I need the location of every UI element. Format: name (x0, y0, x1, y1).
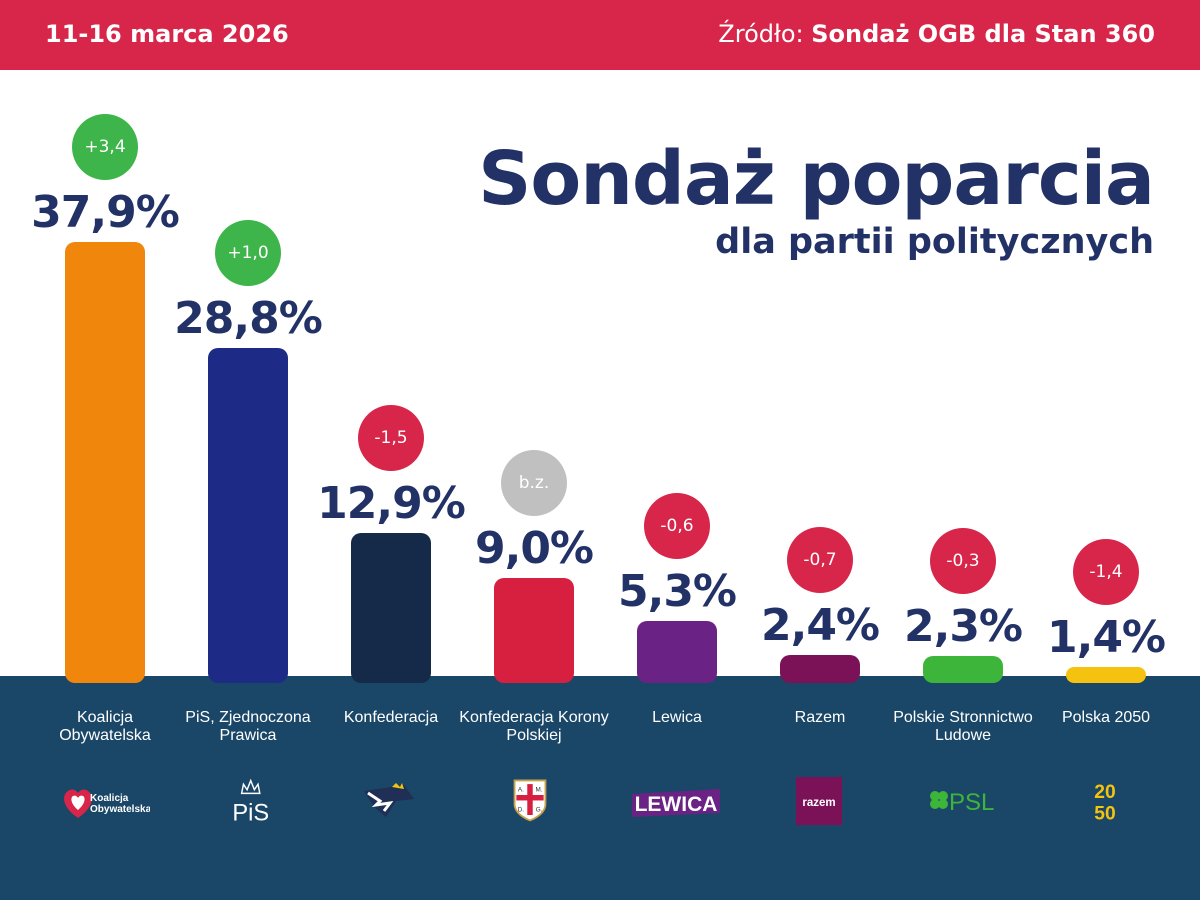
ko-logo-line2: Obywatelska (90, 804, 150, 815)
bar-pis-zjednoczona-prawica (208, 347, 288, 683)
kkp-letter-a: A. (518, 786, 524, 793)
bar-konfederacja (351, 532, 431, 683)
konfederacja-eagle-logo (364, 783, 414, 817)
change-badge-polskie-stronnictwo-ludowe: -0,3 (930, 528, 996, 595)
lewica-logo-text: LEWICA (635, 793, 718, 816)
party-name-razem: Razem (794, 709, 846, 726)
kkp-letter-m: M. (536, 786, 543, 793)
party-name-lewica: Lewica (652, 709, 702, 726)
header-bar: 11-16 marca 2026 Źródło: Sondaż OGB dla … (0, 0, 1200, 70)
value-label-lewica: 5,3% (617, 566, 737, 618)
bar-razem (780, 655, 860, 683)
kkp-shield-logo: A. M. D. G. (513, 779, 547, 822)
party-name-konfederacja-korony-polskiej: Konfederacja Korony Polskiej (459, 709, 609, 744)
p2050-logo-top: 20 (1094, 782, 1115, 803)
bar-lewica (637, 621, 717, 683)
chart-subtitle: dla partii politycznych (715, 222, 1154, 262)
change-badge-polska-2050: -1,4 (1073, 538, 1139, 605)
poll-date: 11-16 marca 2026 (45, 20, 289, 48)
value-label-koalicja-obywatelska: 37,9% (31, 187, 180, 238)
value-label-konfederacja: 12,9% (317, 477, 466, 529)
bottom-panel (0, 676, 1200, 900)
value-label-polskie-stronnictwo-ludowe: 2,3% (903, 601, 1023, 653)
source-value: Sondaż OGB dla Stan 360 (811, 20, 1155, 48)
chart-title: Sondaż poparcia (478, 136, 1155, 222)
value-label-polska-2050: 1,4% (1046, 611, 1166, 663)
kkp-letter-g: G. (536, 806, 543, 813)
razem-logo: razem (795, 777, 843, 826)
kkp-letter-d: D. (518, 806, 525, 813)
p2050-logo-bottom: 50 (1094, 803, 1115, 824)
bar-polskie-stronnictwo-ludowe (923, 656, 1003, 683)
bar-koalicja-obywatelska (65, 242, 145, 683)
source-label: Źródło: (718, 20, 804, 48)
bar-konfederacja-korony-polskiej (494, 578, 574, 683)
pis-logo-text: PiS (232, 801, 269, 827)
razem-logo-text: razem (802, 797, 835, 809)
change-badge-pis-zjednoczona-prawica: +1,0 (215, 219, 281, 286)
ko-logo-line1: Koalicja (90, 793, 129, 804)
change-badge-lewica: -0,6 (644, 493, 710, 560)
psl-clover-logo: PSL (930, 789, 994, 816)
value-label-razem: 2,4% (760, 600, 880, 652)
pis-crown-logo: PiS (232, 778, 269, 827)
change-badge-razem: -0,7 (787, 527, 853, 594)
psl-logo-text: PSL (949, 789, 994, 816)
value-label-konfederacja-korony-polskiej: 9,0% (474, 523, 594, 575)
ko-heart-logo: Koalicja Obywatelska (64, 789, 150, 818)
party-name-polska-2050: Polska 2050 (1061, 709, 1151, 726)
party-name-polskie-stronnictwo-ludowe: Polskie Stronnictwo Ludowe (893, 709, 1033, 744)
change-badge-konfederacja: -1,5 (358, 404, 424, 471)
party-name-koalicja-obywatelska: Koalicja Obywatelska (59, 709, 151, 744)
party-name-konfederacja: Konfederacja (343, 709, 439, 726)
change-badge-konfederacja-korony-polskiej: b.z. (501, 450, 567, 517)
poll-source: Źródło: Sondaż OGB dla Stan 360 (718, 20, 1155, 48)
party-name-pis-zjednoczona-prawica: PiS, Zjednoczona Prawica (185, 709, 311, 744)
polska-2050-logo: 20 50 (1094, 782, 1115, 824)
lewica-logo: LEWICA (632, 789, 720, 817)
bar-polska-2050 (1066, 666, 1146, 683)
change-badge-koalicja-obywatelska: +3,4 (72, 114, 138, 180)
value-label-pis-zjednoczona-prawica: 28,8% (174, 292, 323, 344)
